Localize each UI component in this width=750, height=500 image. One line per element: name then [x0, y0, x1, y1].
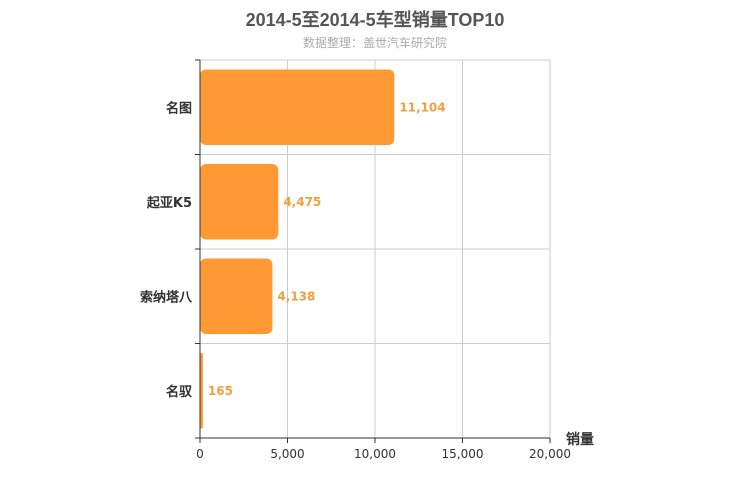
category-label: 索纳塔八: [140, 289, 193, 305]
bar-value-label: 165: [208, 384, 233, 398]
category-label: 起亚K5: [146, 195, 192, 211]
category-label: 名图: [166, 100, 192, 116]
x-axis-title: 销量: [566, 431, 594, 448]
bar: [200, 69, 395, 146]
bar-value-label: 11,104: [399, 100, 445, 114]
bar: [200, 352, 203, 429]
bar: [200, 258, 273, 335]
x-tick-label: 15,000: [442, 447, 484, 461]
x-tick-label: 10,000: [354, 447, 396, 461]
bar: [200, 163, 279, 240]
x-tick-label: 5,000: [270, 447, 304, 461]
axes: 0 5,000 10,000 15,000 20,000: [195, 59, 571, 461]
data-labels: 11,104 名图 4,475 起亚K5 4,138 索纳塔八 165 名驭: [140, 100, 446, 400]
category-label: 名驭: [166, 384, 193, 400]
x-tick-label: 20,000: [529, 447, 571, 461]
bar-value-label: 4,138: [277, 289, 315, 303]
chart-subtitle: 数据整理：盖世汽车研究院: [302, 36, 447, 50]
chart-title: 2014-5至2014-5车型销量TOP10: [245, 10, 505, 30]
bar-value-label: 4,475: [283, 195, 321, 209]
x-tick-label: 0: [196, 447, 204, 461]
bars: [200, 69, 395, 429]
